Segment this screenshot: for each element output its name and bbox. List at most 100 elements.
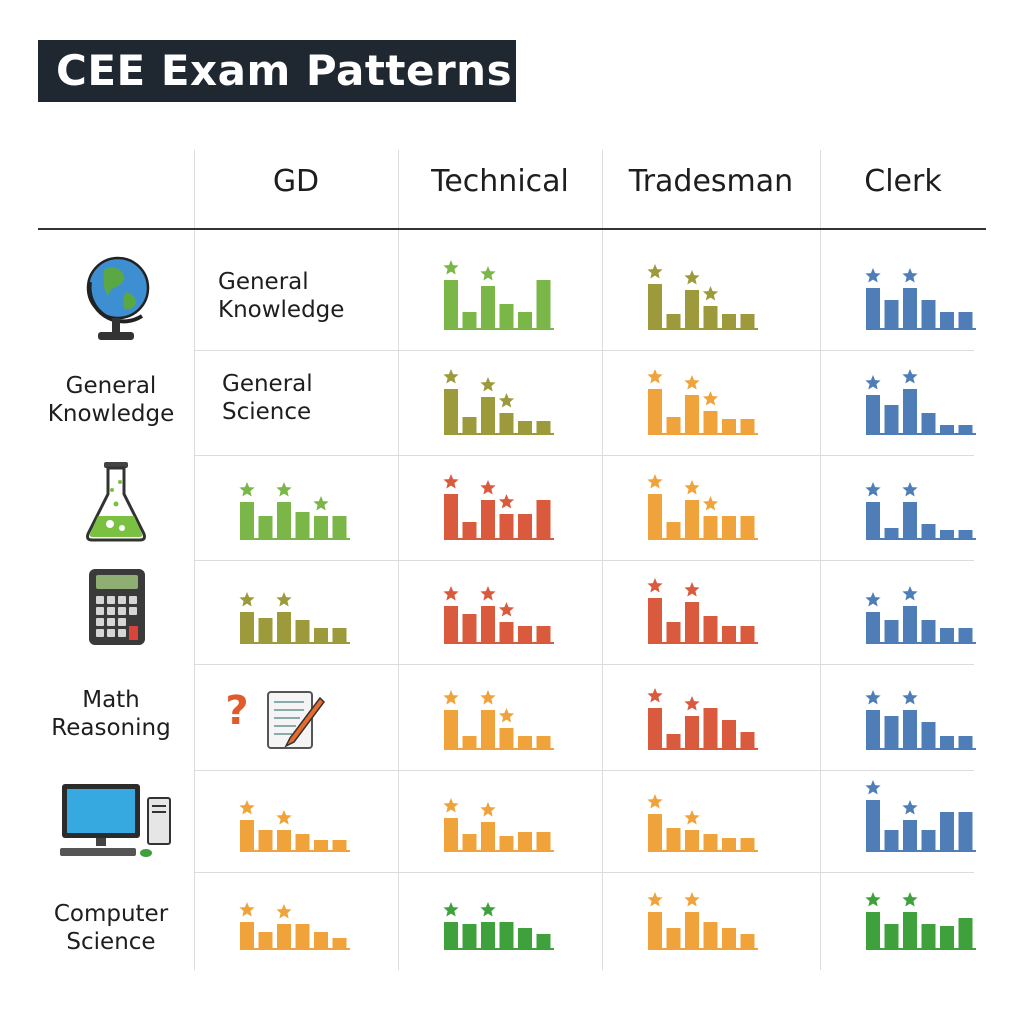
bar — [666, 828, 681, 850]
bar — [666, 734, 681, 748]
bar — [722, 838, 736, 850]
bar — [722, 928, 736, 948]
star-icon — [498, 602, 515, 617]
bar — [866, 612, 880, 642]
computer-icon — [60, 784, 171, 857]
mini-bar-chart — [647, 578, 758, 644]
bar — [518, 832, 532, 850]
mini-bar-chart — [443, 798, 554, 852]
bar — [444, 818, 458, 850]
bar — [295, 620, 310, 642]
bar — [481, 710, 495, 748]
bar — [536, 280, 551, 328]
bar — [703, 834, 718, 850]
bar — [277, 612, 291, 642]
bar — [444, 494, 458, 538]
mini-bar-chart — [443, 260, 554, 330]
star-icon — [480, 802, 496, 817]
star-icon — [313, 496, 329, 511]
bar — [884, 528, 899, 538]
star-icon — [684, 696, 700, 711]
bar — [740, 516, 755, 538]
bar — [462, 834, 477, 850]
star-icon — [443, 798, 459, 813]
side-label-math-reasoning: Math Reasoning — [38, 686, 184, 742]
star-icon — [702, 496, 719, 511]
bar — [648, 814, 662, 850]
bar — [866, 502, 880, 538]
bar — [722, 419, 736, 433]
bar — [740, 314, 755, 328]
star-icon — [647, 578, 663, 593]
bar — [903, 912, 917, 948]
mini-bar-chart — [865, 268, 976, 330]
bar — [481, 500, 495, 538]
bar — [903, 606, 917, 642]
bar — [258, 618, 273, 642]
bar — [666, 417, 681, 433]
bar — [332, 516, 347, 538]
mini-bar-chart — [239, 902, 350, 950]
star-icon — [702, 391, 719, 406]
grid-line — [194, 455, 974, 456]
bar — [703, 411, 718, 433]
bar — [295, 924, 310, 948]
bar — [940, 926, 954, 948]
column-header-technical: Technical — [431, 164, 569, 199]
star-icon — [480, 377, 496, 392]
mini-bar-chart — [443, 902, 554, 950]
mini-bar-chart — [647, 264, 758, 330]
star-icon — [902, 800, 918, 815]
bar — [666, 314, 681, 328]
bar — [940, 530, 954, 538]
bar — [903, 389, 917, 433]
bar — [332, 938, 347, 948]
bar — [958, 425, 973, 433]
cell-label-line: General — [218, 269, 309, 295]
baseline — [240, 948, 350, 950]
grid-line — [194, 560, 974, 561]
star-icon — [480, 266, 496, 281]
star-icon — [443, 369, 459, 384]
bar — [536, 832, 551, 850]
bar — [884, 924, 899, 948]
baseline — [866, 948, 976, 950]
bar — [866, 710, 880, 748]
star-icon — [647, 264, 663, 279]
bar — [518, 421, 532, 433]
bar — [536, 421, 551, 433]
star-icon — [684, 892, 700, 907]
star-icon — [902, 268, 918, 283]
side-label-line: Knowledge — [47, 401, 175, 427]
bar — [462, 736, 477, 748]
flask-icon — [86, 462, 146, 542]
star-icon — [684, 810, 700, 825]
bar — [685, 290, 699, 328]
mini-bar-chart — [865, 892, 976, 950]
side-label-line: General — [65, 373, 157, 399]
grid-line — [194, 770, 974, 771]
bar — [740, 838, 755, 850]
bar — [462, 924, 477, 948]
bar — [481, 397, 495, 433]
bar — [240, 820, 254, 850]
star-icon — [443, 690, 459, 705]
baseline — [648, 538, 758, 540]
bar — [277, 502, 291, 538]
baseline — [648, 850, 758, 852]
notepad-pencil-icon — [267, 691, 325, 749]
baseline — [648, 328, 758, 330]
baseline — [648, 748, 758, 750]
bar — [499, 728, 514, 748]
bar — [518, 312, 532, 328]
bar — [884, 300, 899, 328]
bar — [703, 516, 718, 538]
bar — [481, 606, 495, 642]
bar — [499, 304, 514, 328]
bar — [332, 628, 347, 642]
baseline — [444, 642, 554, 644]
bar — [666, 622, 681, 642]
bar — [666, 522, 681, 538]
star-icon — [647, 688, 663, 703]
bar — [648, 494, 662, 538]
